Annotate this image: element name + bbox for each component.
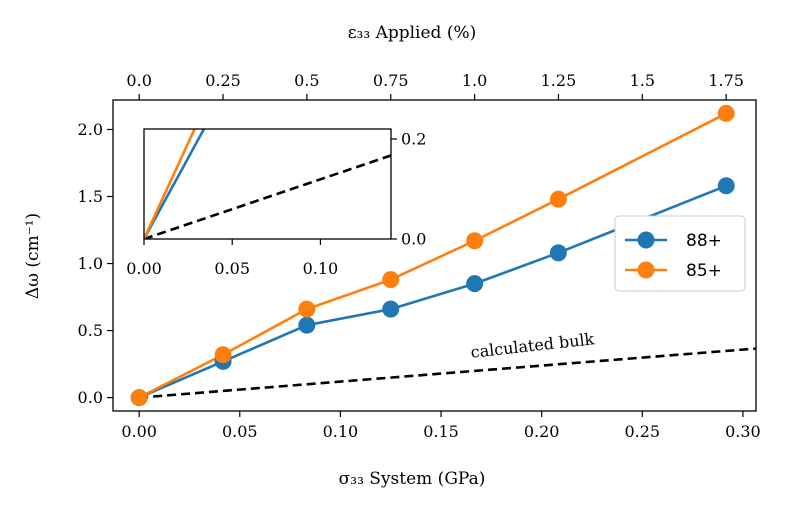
y-tick-label: 0.5 bbox=[78, 321, 103, 340]
data-point-85+ bbox=[214, 346, 232, 364]
data-point-88+ bbox=[466, 275, 484, 293]
x-tick-label: 0.10 bbox=[323, 422, 359, 441]
top-tick-label: 0.5 bbox=[294, 71, 319, 90]
data-point-88+ bbox=[382, 300, 400, 318]
data-point-88+ bbox=[717, 177, 735, 195]
left-y-axis: 0.0 0.5 1.0 1.5 2.0 bbox=[78, 120, 113, 407]
data-point-85+ bbox=[717, 104, 735, 122]
data-point-85+ bbox=[466, 232, 484, 250]
inset-y-tick-label: 0.0 bbox=[401, 230, 426, 249]
y-axis-label: Δω (cm⁻¹) bbox=[23, 213, 43, 299]
data-point-88+ bbox=[549, 244, 567, 262]
inset-y-tick-label: 0.2 bbox=[401, 130, 426, 149]
bottom-x-axis: 0.00 0.05 0.10 0.15 0.20 0.25 0.30 bbox=[121, 411, 761, 441]
x-tick-label: 0.15 bbox=[423, 422, 459, 441]
data-point-85+ bbox=[130, 389, 148, 407]
legend-marker-88+ bbox=[637, 231, 655, 249]
top-tick-label: 0.0 bbox=[126, 71, 151, 90]
y-tick-label: 0.0 bbox=[78, 388, 103, 407]
x-tick-label: 0.30 bbox=[725, 422, 761, 441]
x-tick-label: 0.20 bbox=[524, 422, 560, 441]
main-plot-frame bbox=[112, 99, 757, 412]
x-tick-label: 0.25 bbox=[624, 422, 660, 441]
top-tick-label: 1.5 bbox=[630, 71, 655, 90]
main-plot-area bbox=[112, 99, 757, 412]
inset-plot: 0.00 0.05 0.10 0.0 0.2 bbox=[126, 128, 426, 279]
bulk-line-label: calculated bulk bbox=[470, 329, 596, 362]
x-axis-label: σ₃₃ System (GPa) bbox=[339, 469, 486, 489]
top-tick-label: 1.0 bbox=[462, 71, 487, 90]
main-series-markers bbox=[130, 104, 735, 407]
x-tick-label: 0.00 bbox=[121, 422, 157, 441]
top-tick-label: 0.75 bbox=[373, 71, 409, 90]
top-x-axis: 0.0 0.25 0.5 0.75 1.0 1.25 1.5 1.75 bbox=[126, 71, 744, 100]
inset-x-tick-label: 0.10 bbox=[303, 259, 339, 278]
inset-background bbox=[144, 129, 391, 239]
inset-x-tick-label: 0.05 bbox=[214, 259, 250, 278]
top-tick-label: 0.25 bbox=[205, 71, 241, 90]
data-point-85+ bbox=[549, 190, 567, 208]
inset-frame bbox=[143, 128, 392, 240]
data-point-85+ bbox=[298, 300, 316, 318]
y-tick-label: 1.5 bbox=[78, 187, 103, 206]
inset-x-tick-label: 0.00 bbox=[126, 259, 162, 278]
legend-marker-85+ bbox=[637, 261, 655, 279]
top-tick-label: 1.75 bbox=[708, 71, 744, 90]
y-tick-label: 1.0 bbox=[78, 254, 103, 273]
legend: 88+ 85+ bbox=[614, 215, 746, 292]
data-point-88+ bbox=[298, 316, 316, 334]
top-x-axis-label: ε₃₃ Applied (%) bbox=[348, 23, 477, 43]
data-point-85+ bbox=[382, 271, 400, 289]
y-tick-label: 2.0 bbox=[78, 120, 103, 139]
inset-axes: 0.00 0.05 0.10 0.0 0.2 bbox=[126, 130, 426, 279]
bulk-dashed-line bbox=[139, 347, 756, 399]
legend-label-88+: 88+ bbox=[686, 231, 722, 251]
legend-label-85+: 85+ bbox=[686, 261, 722, 281]
legend-box bbox=[614, 215, 746, 292]
top-tick-label: 1.25 bbox=[541, 71, 577, 90]
x-tick-label: 0.05 bbox=[222, 422, 258, 441]
